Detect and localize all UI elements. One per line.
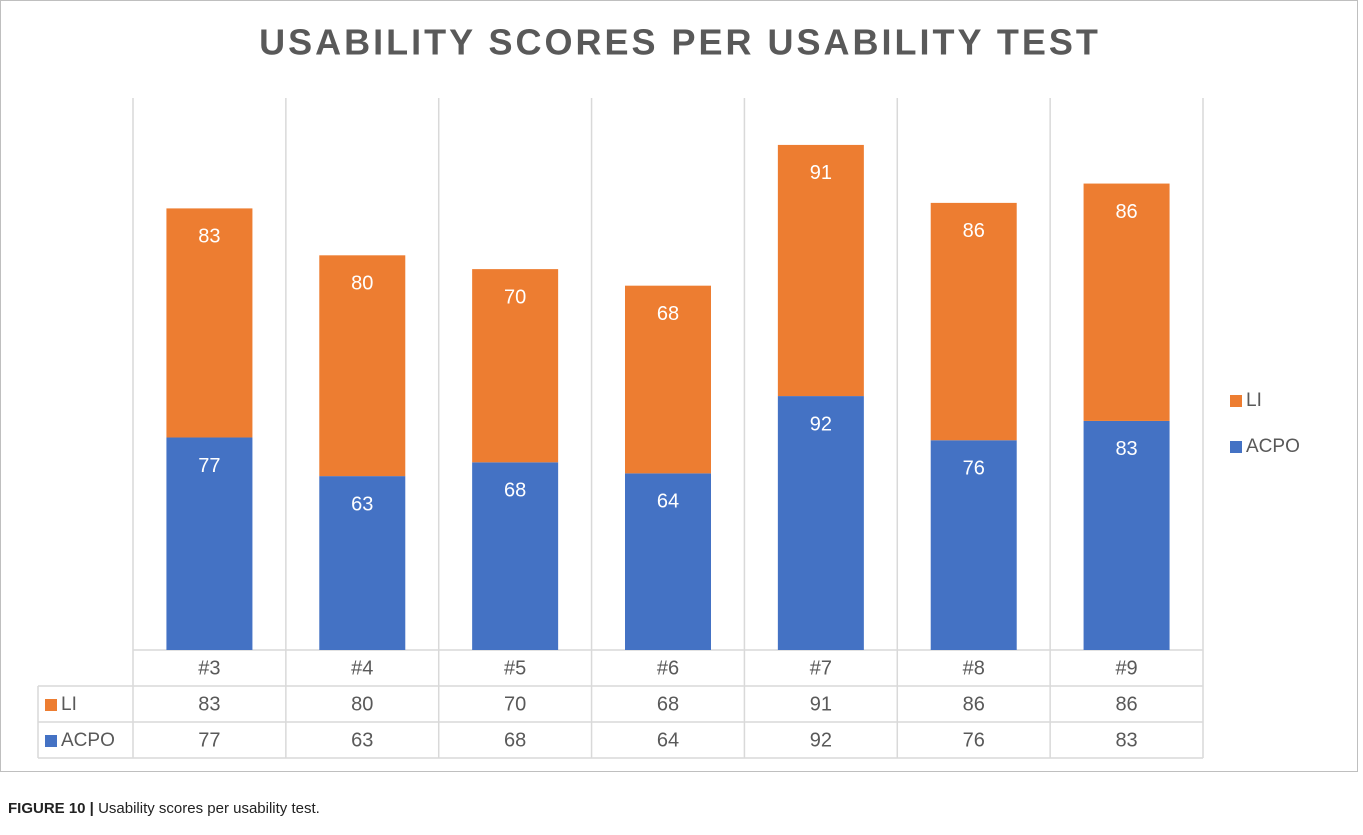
bar-segment — [777, 144, 864, 397]
chart: USABILITY SCORES PER USABILITY TEST 77 83… — [0, 0, 1358, 772]
caption-label: FIGURE 10 | — [8, 800, 94, 817]
table-cell: 64 — [657, 729, 679, 751]
chart-title: USABILITY SCORES PER USABILITY TEST — [259, 22, 1101, 63]
caption: FIGURE 10 | Usability scores per usabili… — [8, 800, 320, 817]
table-cell: 80 — [351, 693, 373, 715]
x-tick-label: #7 — [810, 657, 832, 679]
table-cell: 86 — [963, 693, 985, 715]
bar-segment — [1083, 420, 1170, 650]
data-label: 68 — [504, 480, 526, 502]
bar-segment — [166, 437, 253, 650]
bar-segment — [625, 473, 711, 650]
x-tick-label: #4 — [351, 657, 373, 679]
data-label: 63 — [351, 493, 373, 515]
table-cell: 68 — [504, 729, 526, 751]
table-key — [45, 735, 57, 747]
x-tick-label: #5 — [504, 657, 526, 679]
data-label: 83 — [1115, 438, 1137, 460]
x-tick-label: #3 — [198, 657, 220, 679]
table-row-label: ACPO — [61, 730, 115, 751]
data-label: 86 — [1115, 201, 1137, 223]
x-tick-label: #8 — [963, 657, 985, 679]
data-label: 77 — [198, 455, 220, 477]
data-label: 91 — [810, 162, 832, 184]
legend-swatch — [1230, 441, 1242, 453]
data-label: 92 — [810, 413, 832, 435]
bar-segment — [319, 476, 406, 650]
table-cell: 63 — [351, 729, 373, 751]
data-label: 68 — [657, 303, 679, 325]
bar-segment — [472, 462, 559, 650]
bar-segment — [166, 208, 253, 438]
data-label: 86 — [963, 220, 985, 242]
bar-segment — [777, 396, 864, 650]
table-cell: 83 — [198, 693, 220, 715]
bar-segment — [319, 255, 406, 477]
legend-swatch — [1230, 395, 1242, 407]
table-cell: 68 — [657, 693, 679, 715]
table-row-label: LI — [61, 694, 77, 715]
table-key — [45, 699, 57, 711]
x-tick-label: #9 — [1115, 657, 1137, 679]
table-cell: 76 — [963, 729, 985, 751]
data-label: 83 — [198, 226, 220, 248]
data-label: 64 — [657, 491, 679, 513]
legend-label: LI — [1246, 390, 1262, 411]
bar-segment — [930, 202, 1017, 441]
table-cell: 70 — [504, 693, 526, 715]
table-cell: 86 — [1115, 693, 1137, 715]
data-label: 70 — [504, 286, 526, 308]
table-cell: 77 — [198, 729, 220, 751]
bar-segment — [625, 285, 711, 474]
bar-segment — [930, 440, 1017, 650]
table-cell: 91 — [810, 693, 832, 715]
table-cell: 92 — [810, 729, 832, 751]
bar-segment — [472, 269, 559, 463]
data-label: 76 — [963, 458, 985, 480]
caption-text: Usability scores per usability test. — [98, 800, 320, 817]
legend-label: ACPO — [1246, 436, 1300, 457]
table-cell: 83 — [1115, 729, 1137, 751]
x-tick-label: #6 — [657, 657, 679, 679]
data-label: 80 — [351, 273, 373, 295]
bar-segment — [1083, 183, 1170, 421]
